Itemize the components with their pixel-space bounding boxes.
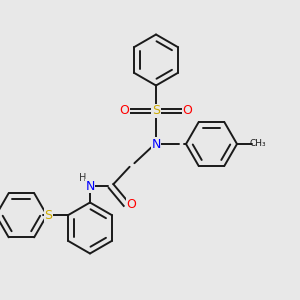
Text: N: N	[85, 179, 95, 193]
Text: N: N	[151, 137, 161, 151]
Text: H: H	[79, 172, 86, 183]
Text: O: O	[127, 197, 136, 211]
Text: S: S	[44, 209, 52, 222]
Text: S: S	[152, 104, 160, 118]
Text: CH₃: CH₃	[249, 140, 266, 148]
Text: O: O	[183, 104, 192, 118]
Text: O: O	[120, 104, 129, 118]
